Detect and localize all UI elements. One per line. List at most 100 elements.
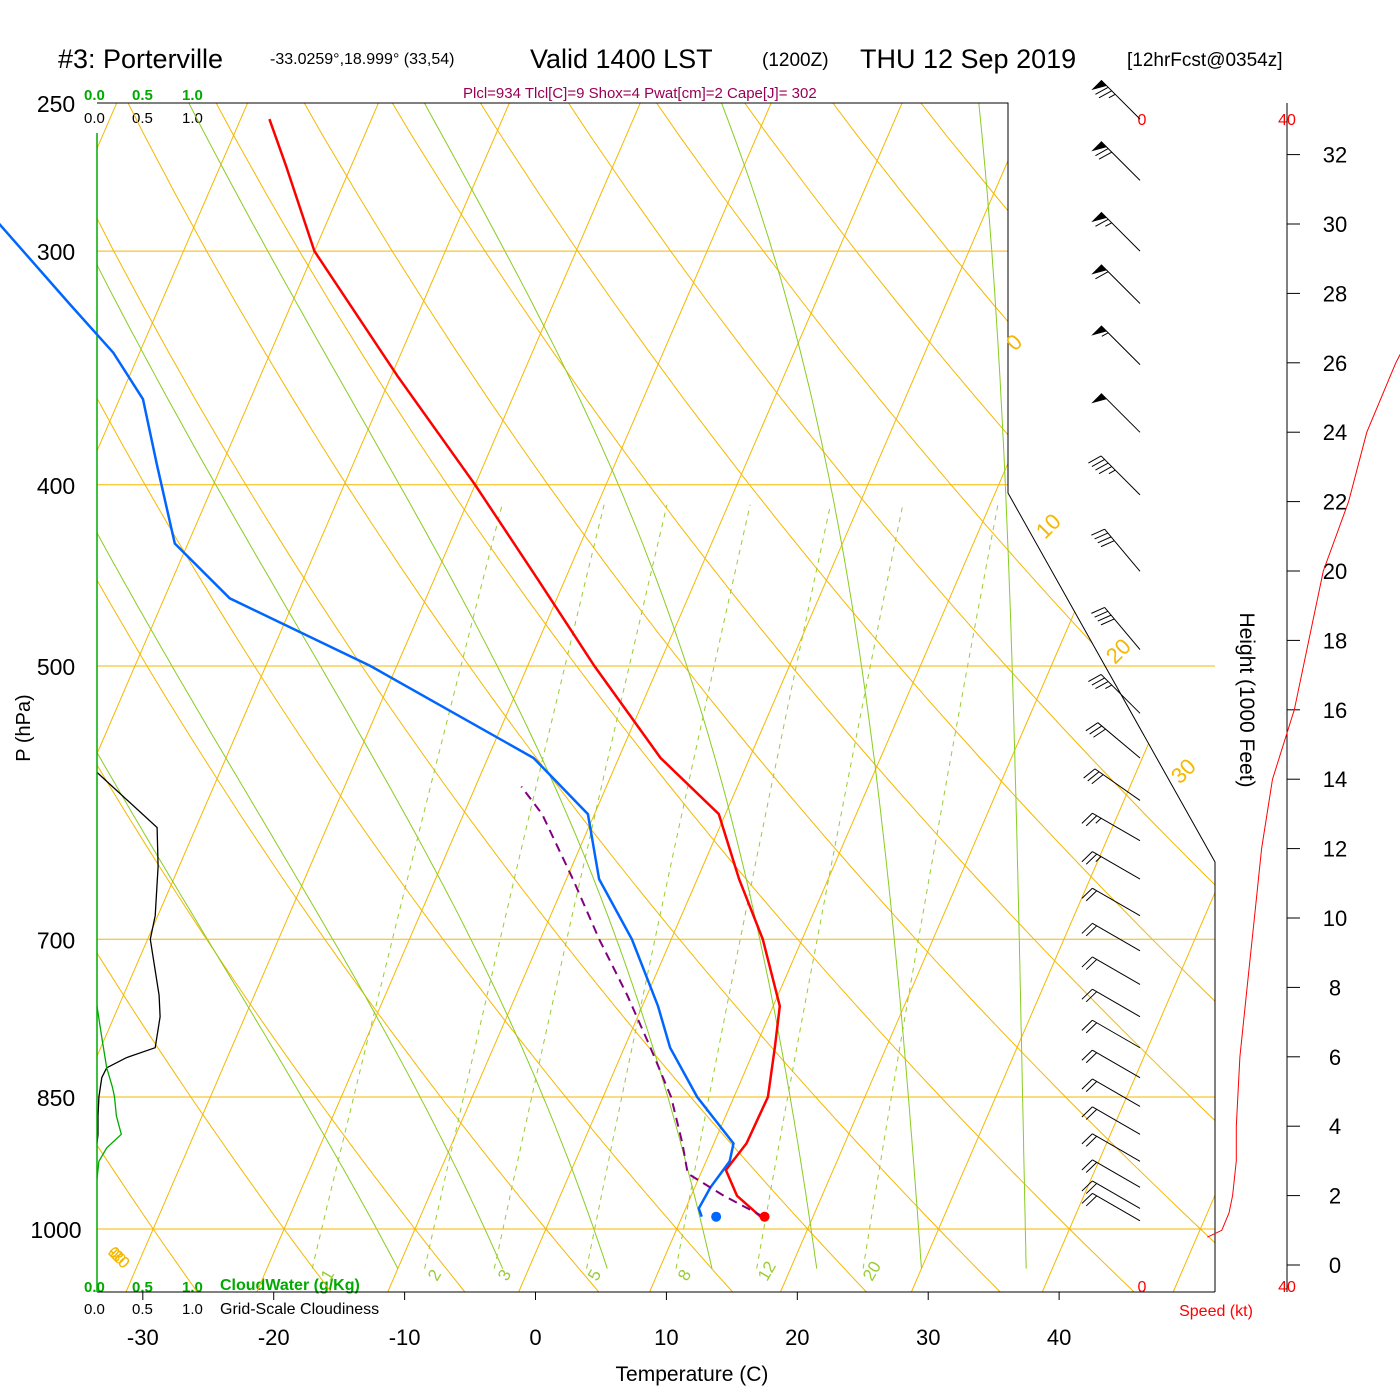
wind-barb-feather <box>1081 1159 1093 1171</box>
wind-barb <box>1091 325 1141 365</box>
wind-barb-staff <box>1092 1049 1141 1079</box>
isotherm-line <box>381 103 917 1292</box>
wind-barb-feather <box>1089 725 1102 735</box>
wind-barb-feather <box>1095 462 1109 471</box>
height-tick-label: 12 <box>1323 837 1347 862</box>
wind-barb <box>1081 1133 1141 1162</box>
wind-barb <box>1081 922 1141 952</box>
cloudiness-scale-bottom-1: 0.5 <box>132 1301 153 1318</box>
wind-barb-staff <box>1100 211 1141 252</box>
temperature-tick-label: 0 <box>529 1325 541 1350</box>
height-tick-label: 16 <box>1323 698 1347 723</box>
temperature-tick-label: -30 <box>127 1325 159 1350</box>
wind-barb-feather <box>1095 681 1109 690</box>
speed-tick-label-bottom: 40 <box>1278 1279 1296 1296</box>
wind-barb-staff <box>1092 1133 1141 1162</box>
parcel-line <box>520 785 764 1218</box>
cloudwater-scale-top-1: 0.5 <box>132 87 153 104</box>
isotherm-line <box>97 103 394 1292</box>
wind-barb-feather <box>1091 606 1105 614</box>
forecast-info: [12hrFcst@0354z] <box>1127 50 1283 71</box>
wind-barb-flag <box>1091 325 1107 336</box>
wind-barb-feather <box>1100 618 1115 626</box>
height-tick-label: 14 <box>1323 767 1347 792</box>
wind-barb-feather <box>1094 610 1109 618</box>
wind-barb-feather <box>1098 151 1112 160</box>
pressure-tick-label: 400 <box>37 473 75 499</box>
dewpoint-surface-dot <box>711 1211 722 1222</box>
mixing-ratio-label: 20 <box>859 1258 885 1284</box>
dry-adiabat-line <box>197 103 1150 1292</box>
wind-barb-feather <box>1081 988 1093 1000</box>
speed-tick-label-top: 0 <box>1138 112 1147 129</box>
wind-barb-staff <box>1092 1019 1141 1049</box>
dewpoint-line <box>0 222 735 1218</box>
wind-barb-feather <box>1081 1019 1093 1031</box>
wind-panel: 0246810121416182022242628303200404080801… <box>1081 79 1400 1296</box>
moist-adiabat-line <box>976 103 1027 1269</box>
isotherm-line <box>1166 103 1215 1292</box>
wind-barb <box>1081 1180 1141 1209</box>
wind-barb-feather <box>1085 1135 1098 1147</box>
dry-adiabat-line <box>1155 103 1215 1292</box>
wind-barb-staff <box>1092 851 1141 880</box>
wind-barb-staff <box>1100 325 1141 365</box>
wind-barb-feather <box>1095 86 1109 95</box>
wind-barb <box>1081 1019 1141 1049</box>
wind-barb-feather <box>1085 1108 1098 1120</box>
wind-barb-half-feather <box>1095 856 1102 863</box>
wind-barb-half-feather <box>1105 222 1112 227</box>
wind-barb-feather <box>1085 722 1099 732</box>
wind-barb-staff <box>1092 1180 1141 1209</box>
wind-barb-flag <box>1091 141 1107 152</box>
station-title: #3: Porterville <box>58 44 223 74</box>
wind-barb <box>1091 393 1141 433</box>
wind-barb-staff <box>1104 528 1141 572</box>
wind-barb <box>1091 211 1141 252</box>
pressure-tick-label: 300 <box>37 239 75 265</box>
dry-adiabat-line <box>284 103 1215 1292</box>
wind-barb-feather <box>1085 1183 1098 1194</box>
x-axis-title: Temperature (C) <box>616 1363 769 1386</box>
dry-adiabat-line <box>97 103 881 1292</box>
wind-barb-feather <box>1085 959 1098 970</box>
mixing-ratio-line <box>424 504 605 1269</box>
wind-barb-half-feather <box>1095 817 1102 824</box>
wind-barb <box>1081 956 1141 985</box>
wind-barb-feather <box>1081 922 1093 934</box>
mixing-ratio-label: 12 <box>754 1258 780 1284</box>
isotherm-line <box>97 103 525 1292</box>
wind-barb-feather <box>1081 956 1093 968</box>
wind-barb <box>1091 606 1141 650</box>
cloudiness-scale-top-1: 0.5 <box>132 110 153 127</box>
wind-barb-flag <box>1091 393 1107 404</box>
dry-adiabat-line <box>546 103 1215 1292</box>
dry-adiabat-label: 0 <box>1001 329 1027 355</box>
wind-barb-feather <box>1081 851 1093 863</box>
speed-tick-label-bottom: 0 <box>1138 1279 1147 1296</box>
wind-barb <box>1081 851 1141 880</box>
wind-barb-staff <box>1092 812 1141 842</box>
height-tick-label: 0 <box>1329 1253 1341 1278</box>
wind-barb <box>1081 1159 1141 1188</box>
cloudwater-line <box>96 1006 123 1179</box>
valid-time: Valid 1400 LST <box>530 44 713 74</box>
cloudiness-scale-top-2: 1.0 <box>182 110 203 127</box>
temperature-line <box>268 118 782 1218</box>
wind-barb-feather <box>1081 1078 1093 1090</box>
wind-barb-feather <box>1095 218 1109 227</box>
wind-barb-feather <box>1081 812 1093 824</box>
cloudwater-scale-top-0: 0.0 <box>84 87 105 104</box>
mixing-ratio-line <box>493 504 668 1269</box>
mixing-ratio-line <box>675 504 831 1269</box>
dry-adiabat-line <box>894 103 1215 1292</box>
mixing-ratio-label: 2 <box>424 1266 445 1284</box>
wind-barb-feather <box>1085 1081 1098 1092</box>
mixing-ratio-label: 5 <box>584 1266 605 1284</box>
height-tick-label: 10 <box>1323 906 1347 931</box>
moist-adiabat-line <box>414 103 818 1269</box>
dry-adiabat-line <box>97 103 477 1292</box>
wind-barb-staff <box>1092 922 1141 952</box>
dry-adiabat-line <box>110 103 1016 1292</box>
wind-barb-staff <box>1094 768 1141 801</box>
